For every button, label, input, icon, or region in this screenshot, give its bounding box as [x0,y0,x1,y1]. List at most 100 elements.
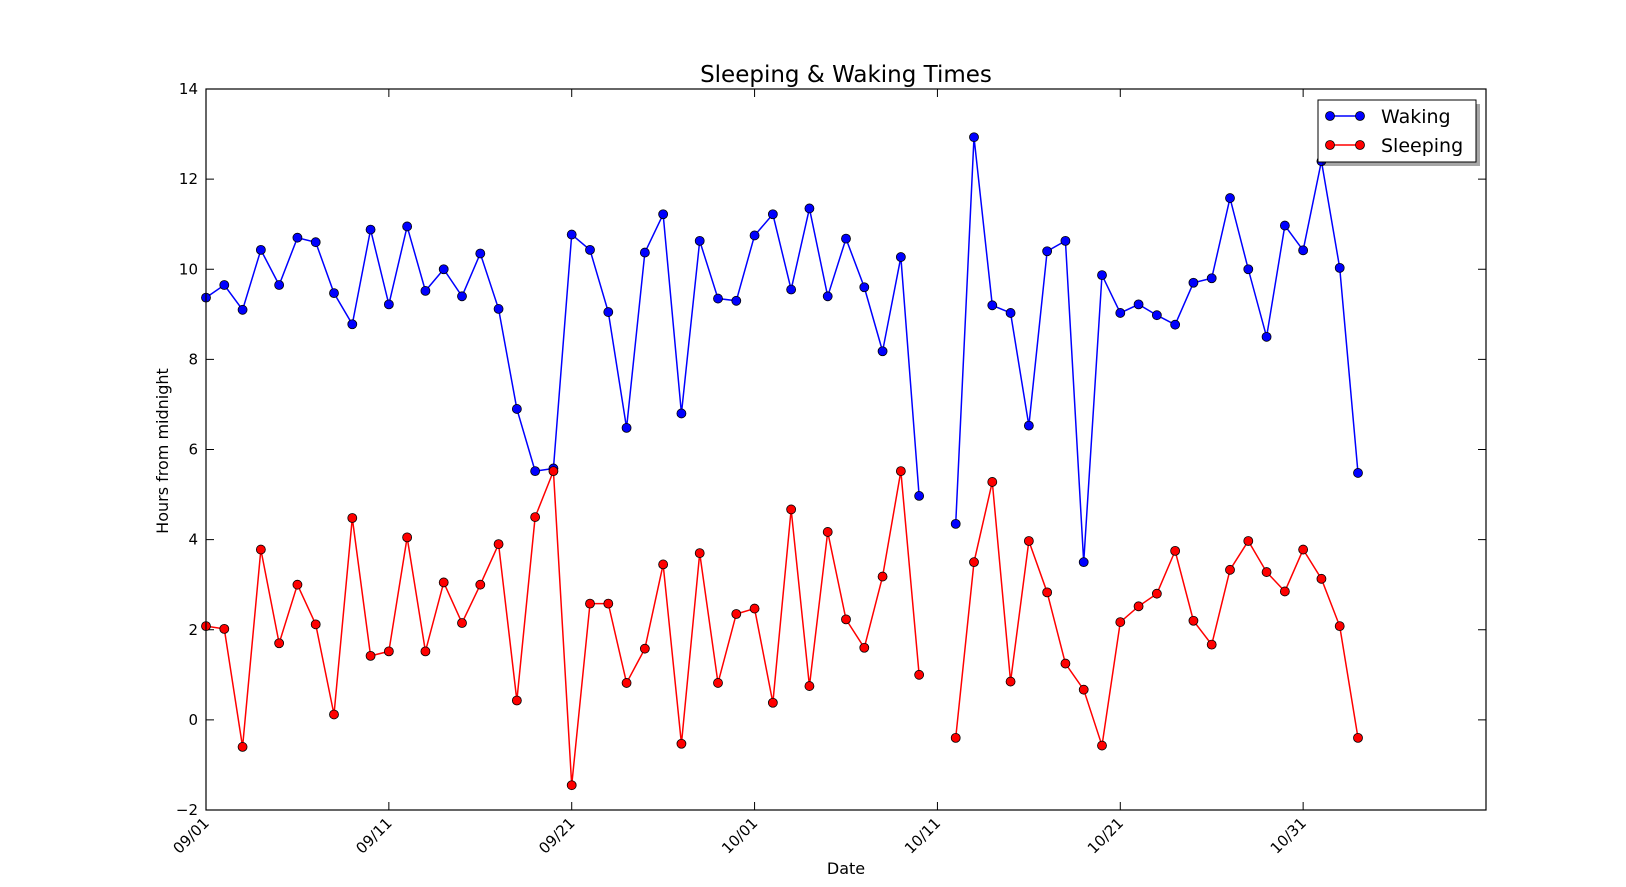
x-tick-label: 10/31 [1267,814,1310,857]
data-point-sleeping [219,623,230,634]
series [201,132,1363,791]
data-point-waking [438,264,449,275]
data-point-sleeping [1298,544,1309,555]
data-point-waking [841,233,851,244]
x-tick-label: 10/11 [901,814,944,857]
series-line-sleeping [954,481,1359,746]
data-point-sleeping [859,642,870,653]
data-point-waking [566,229,577,240]
data-point-sleeping [987,477,998,487]
data-point-sleeping [310,619,321,630]
series-line-waking [954,137,1359,563]
data-point-waking [914,491,925,501]
data-point-sleeping [457,618,467,628]
data-point-sleeping [493,539,504,550]
y-tick-label: 8 [188,350,198,368]
y-tick-label: 14 [179,80,198,98]
data-point-sleeping [1097,740,1107,751]
data-point-waking [530,466,541,477]
data-point-sleeping [877,571,888,582]
y-tick-label: 12 [179,170,198,188]
x-axis-title: Date [827,859,865,878]
series-line-waking [205,208,920,496]
data-point-sleeping [713,678,723,688]
data-point-sleeping [420,646,431,657]
data-point-waking [255,244,266,255]
data-point-waking [493,304,504,314]
data-point-waking [1261,331,1272,342]
data-point-waking [1133,299,1144,310]
data-point-waking [658,209,669,220]
data-point-sleeping [1133,601,1144,612]
data-point-waking [859,282,870,293]
y-tick-label: −2 [176,801,198,819]
x-tick-label: 10/01 [718,814,761,857]
data-point-waking [694,235,705,246]
data-point-waking [383,299,394,310]
data-point-sleeping [347,513,358,523]
data-point-sleeping [475,579,486,590]
data-point-sleeping [969,557,979,568]
data-point-sleeping [895,466,906,477]
data-point-sleeping [1188,615,1199,626]
y-axis-title: Hours from midnight [153,368,172,534]
data-point-waking [786,284,797,295]
data-point-waking [1151,310,1162,321]
data-point-waking [767,209,778,220]
series-line-sleeping [205,470,920,786]
data-point-waking [1042,246,1053,257]
data-point-waking [1188,277,1199,288]
data-point-sleeping [786,504,797,515]
data-point-sleeping [1225,564,1235,575]
data-point-waking [1279,220,1290,231]
data-point-waking [1353,468,1363,478]
data-point-sleeping [1060,658,1071,669]
data-point-waking [457,291,467,302]
data-point-waking [1060,235,1071,246]
data-point-sleeping [1115,617,1126,627]
data-point-sleeping [658,559,669,570]
data-point-sleeping [255,544,266,555]
data-point-waking [420,285,431,296]
data-point-sleeping [639,643,650,654]
data-point-sleeping [548,466,559,477]
data-point-waking [219,280,230,290]
data-point-waking [1097,270,1107,281]
data-point-sleeping [1023,536,1034,546]
data-point-sleeping [383,646,394,657]
x-tick-label: 09/01 [170,814,213,857]
data-point-sleeping [914,669,925,680]
data-point-sleeping [402,532,413,543]
data-point-sleeping [1353,733,1363,743]
data-point-waking [1206,273,1217,284]
data-point-waking [713,293,723,304]
x-tick-label: 09/21 [535,814,578,857]
data-point-waking [804,203,815,214]
legend-box [1317,99,1477,163]
data-point-waking [475,248,486,259]
data-point-waking [822,291,833,302]
data-point-sleeping [841,614,851,625]
data-point-waking [1334,262,1345,273]
data-point-waking [749,230,760,241]
data-point-waking [347,319,358,330]
legend-marker-sleeping [1325,140,1335,150]
data-point-waking [274,280,285,290]
data-point-waking [310,237,321,248]
data-point-waking [1078,557,1089,568]
data-point-waking [585,244,595,255]
data-point-sleeping [950,733,961,743]
data-point-sleeping [566,780,577,791]
data-point-waking [1115,308,1126,318]
ticks: −2 0 2 4 6 8 10 12 14 09/01 09/11 09/21 10/01 10/11 10… [170,80,1486,857]
data-point-waking [969,132,979,143]
data-point-sleeping [694,548,705,559]
data-point-waking [365,224,376,235]
legend-marker-sleeping [1355,140,1365,150]
data-point-sleeping [1151,588,1162,599]
data-point-sleeping [1316,573,1327,584]
data-point-sleeping [1261,567,1272,577]
data-point-waking [950,518,961,529]
data-point-waking [1243,264,1254,275]
